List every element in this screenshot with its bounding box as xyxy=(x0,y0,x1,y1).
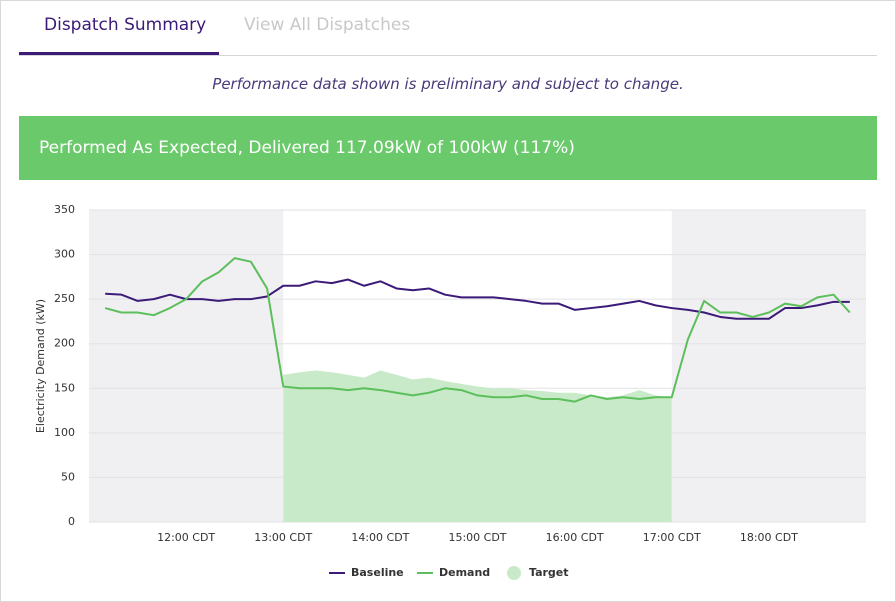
y-tick-label: 200 xyxy=(54,337,75,350)
series-line xyxy=(104,257,851,403)
x-tick-label: 13:00 CDT xyxy=(254,531,312,544)
y-tick-label: 150 xyxy=(54,381,75,394)
x-tick-label: 14:00 CDT xyxy=(351,531,409,544)
y-axis-label: Electricity Demand (kW) xyxy=(34,299,47,433)
x-tick-label: 16:00 CDT xyxy=(546,531,604,544)
y-tick-label: 300 xyxy=(54,248,75,261)
series-line xyxy=(105,278,850,320)
legend-label: Baseline xyxy=(351,566,404,579)
tab[interactable]: Dispatch Summary xyxy=(44,15,207,35)
y-tick-label: 350 xyxy=(54,203,75,216)
y-tick-label: 0 xyxy=(68,515,75,528)
x-tick-label: 17:00 CDT xyxy=(643,531,701,544)
target-area xyxy=(283,370,672,522)
y-tick-label: 50 xyxy=(61,470,75,483)
status-banner: Performed As Expected, Delivered 117.09k… xyxy=(19,116,877,180)
y-tick-label: 250 xyxy=(54,292,75,305)
legend-label: Demand xyxy=(439,566,490,579)
legend-label: Target xyxy=(529,566,569,579)
notice: Performance data shown is preliminary an… xyxy=(212,75,684,93)
legend-swatch xyxy=(507,566,521,580)
tab[interactable]: View All Dispatches xyxy=(244,15,411,35)
x-tick-label: 15:00 CDT xyxy=(448,531,506,544)
x-tick-label: 12:00 CDT xyxy=(157,531,215,544)
x-tick-label: 18:00 CDT xyxy=(740,531,798,544)
active-tab-indicator xyxy=(19,52,219,55)
y-tick-label: 100 xyxy=(54,426,75,439)
tab-divider xyxy=(19,55,877,56)
